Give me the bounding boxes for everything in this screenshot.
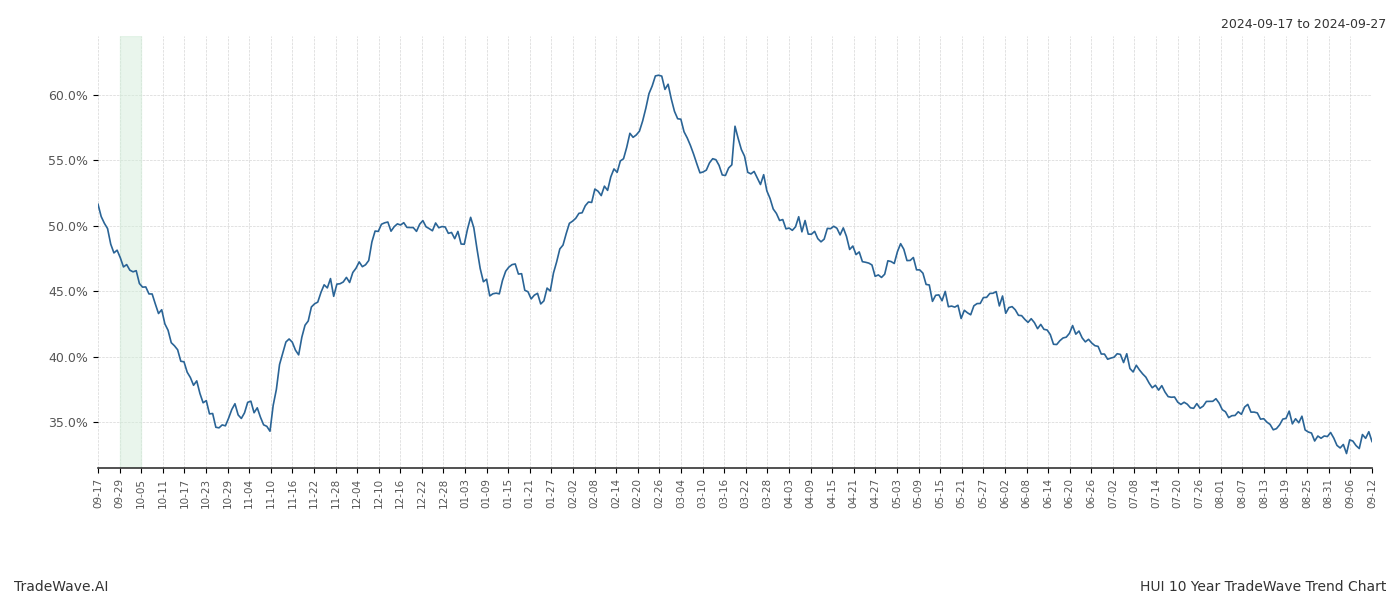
Text: HUI 10 Year TradeWave Trend Chart: HUI 10 Year TradeWave Trend Chart	[1140, 580, 1386, 594]
Bar	[119, 36, 141, 468]
Text: TradeWave.AI: TradeWave.AI	[14, 580, 108, 594]
Text: 2024-09-17 to 2024-09-27: 2024-09-17 to 2024-09-27	[1221, 18, 1386, 31]
